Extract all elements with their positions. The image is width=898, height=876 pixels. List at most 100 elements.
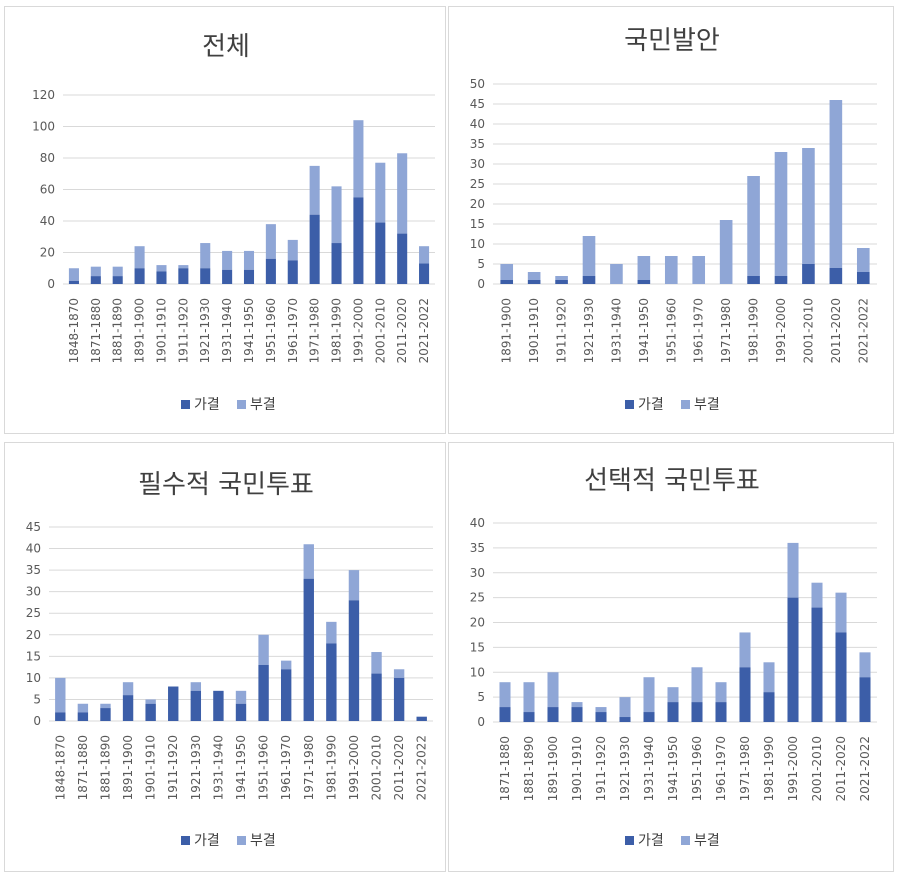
bar-passed <box>280 669 292 721</box>
y-tick-label: 25 <box>470 177 485 191</box>
x-tick-label: 1991-2000 <box>774 298 788 363</box>
bar-rejected <box>835 592 847 633</box>
bar-rejected <box>303 544 314 579</box>
bar-rejected <box>243 250 255 270</box>
bar-passed <box>331 243 342 284</box>
bar-rejected <box>811 582 823 608</box>
bar-passed <box>416 716 427 721</box>
bar-rejected <box>763 662 775 693</box>
bar-passed <box>156 271 167 284</box>
bar-rejected <box>582 236 596 276</box>
bar-rejected <box>235 690 247 704</box>
bar-rejected <box>747 176 760 276</box>
y-tick-label: 100 <box>32 120 55 134</box>
x-tick-label: 1991-2000 <box>347 735 361 800</box>
bar-passed <box>835 632 847 722</box>
chart-total: 전체 0 20 40 60 80 100 120 1848-1870 1871-1880 1881-… <box>32 32 435 413</box>
y-tick-label: 40 <box>470 516 485 530</box>
bar-rejected <box>100 703 111 709</box>
legend-label-passed: 가결 <box>638 397 664 413</box>
bar-passed <box>190 690 202 721</box>
x-tick-label: 2001-2010 <box>373 298 387 363</box>
bar-passed <box>235 703 247 721</box>
x-tick-label: 1871-1880 <box>498 736 512 801</box>
x-tick-label: 1921-1930 <box>198 298 212 363</box>
bar-passed <box>763 692 775 722</box>
y-tick-label: 0 <box>33 714 41 728</box>
y-tick-label: 0 <box>477 277 485 291</box>
bar-rejected <box>692 256 706 284</box>
y-tick-label: 35 <box>470 541 485 555</box>
x-tick-label: 1931-1940 <box>609 298 623 363</box>
x-tick-label: 1931-1940 <box>220 298 234 363</box>
chart-panel-initiative: 국민발안 0 5 10 15 20 25 30 35 40 45 50 1891-1900 1901-19… <box>448 6 894 434</box>
x-tick-label: 1901-1910 <box>570 736 584 801</box>
chart-optional-referendum: 선택적 국민투표 0 5 10 15 20 25 30 35 40 1871-1880 1881-18… <box>470 466 877 849</box>
x-tick-label: 1951-1960 <box>264 298 278 363</box>
chart-panel-optional-referendum: 선택적 국민투표 0 5 10 15 20 25 30 35 40 1871-1880 1881-18… <box>448 442 894 872</box>
x-tick-label: 1971-1980 <box>738 736 752 801</box>
bar-passed <box>122 695 134 721</box>
legend-label-passed: 가결 <box>194 397 220 413</box>
bar-rejected <box>664 256 678 284</box>
y-tick-label: 10 <box>26 671 41 685</box>
bar-passed <box>555 280 568 284</box>
bar-passed <box>348 600 360 721</box>
bar-rejected <box>397 153 408 234</box>
bar-passed <box>547 707 559 722</box>
bar-rejected <box>77 703 89 713</box>
bar-rejected <box>68 268 79 281</box>
legend: 가결 부결 <box>181 397 276 413</box>
bar-rejected <box>527 272 541 280</box>
bar-rejected <box>739 632 751 668</box>
y-tick-label: 10 <box>470 237 485 251</box>
chart-panel-mandatory-referendum: 필수적 국민투표 0 5 10 15 20 25 30 35 40 45 1848-1870 1871-… <box>4 442 446 872</box>
bar-passed <box>168 686 179 721</box>
x-tick-label: 1891-1900 <box>121 735 135 800</box>
x-tick-label: 1911-1920 <box>176 298 190 363</box>
bar-passed <box>691 702 703 722</box>
y-tick-label: 45 <box>470 97 485 111</box>
bar-passed <box>582 276 596 284</box>
y-tick-label: 40 <box>40 214 55 228</box>
legend-swatch-passed <box>181 400 190 409</box>
x-tick-label: 1901-1910 <box>144 735 158 800</box>
bar-passed <box>637 280 651 284</box>
bar-passed <box>619 717 631 722</box>
bar-passed <box>419 263 430 284</box>
x-tick-label: 1871-1880 <box>89 298 103 363</box>
x-tick-label: 1951-1960 <box>257 735 271 800</box>
bar-rejected <box>178 265 189 269</box>
x-tick-label: 1941-1950 <box>637 298 651 363</box>
x-tick-label: 1891-1900 <box>546 736 560 801</box>
bar-passed <box>739 667 751 722</box>
x-tick-label: 1991-2000 <box>351 298 365 363</box>
bar-rejected <box>802 148 815 264</box>
y-tick-label: 20 <box>26 628 41 642</box>
bar-passed <box>77 712 89 721</box>
bar-passed <box>667 702 679 722</box>
bar-rejected <box>856 248 870 272</box>
chart-title: 전체 <box>202 32 250 62</box>
x-tick-label: 1951-1960 <box>664 298 678 363</box>
bar-passed <box>375 222 386 284</box>
bar-passed <box>829 268 843 284</box>
bar-passed <box>178 268 189 284</box>
bar-passed <box>747 276 760 284</box>
bar-rejected <box>348 570 360 601</box>
x-tick-label: 1891-1900 <box>500 298 514 363</box>
bar-passed <box>595 712 607 722</box>
legend: 가결 부결 <box>181 833 276 849</box>
bar-rejected <box>200 243 211 269</box>
x-tick-label: 1891-1900 <box>133 298 147 363</box>
x-tick-label: 1901-1910 <box>154 298 168 363</box>
legend: 가결 부결 <box>625 397 720 413</box>
x-tick-label: 2011-2020 <box>834 736 848 801</box>
bar-rejected <box>667 687 679 703</box>
x-tick-label: 1961-1970 <box>692 298 706 363</box>
y-tick-label: 0 <box>477 715 485 729</box>
legend-swatch-rejected <box>237 400 246 409</box>
bar-rejected <box>499 682 511 708</box>
x-tick-label: 1981-1990 <box>324 735 338 800</box>
bar-rejected <box>156 265 167 272</box>
